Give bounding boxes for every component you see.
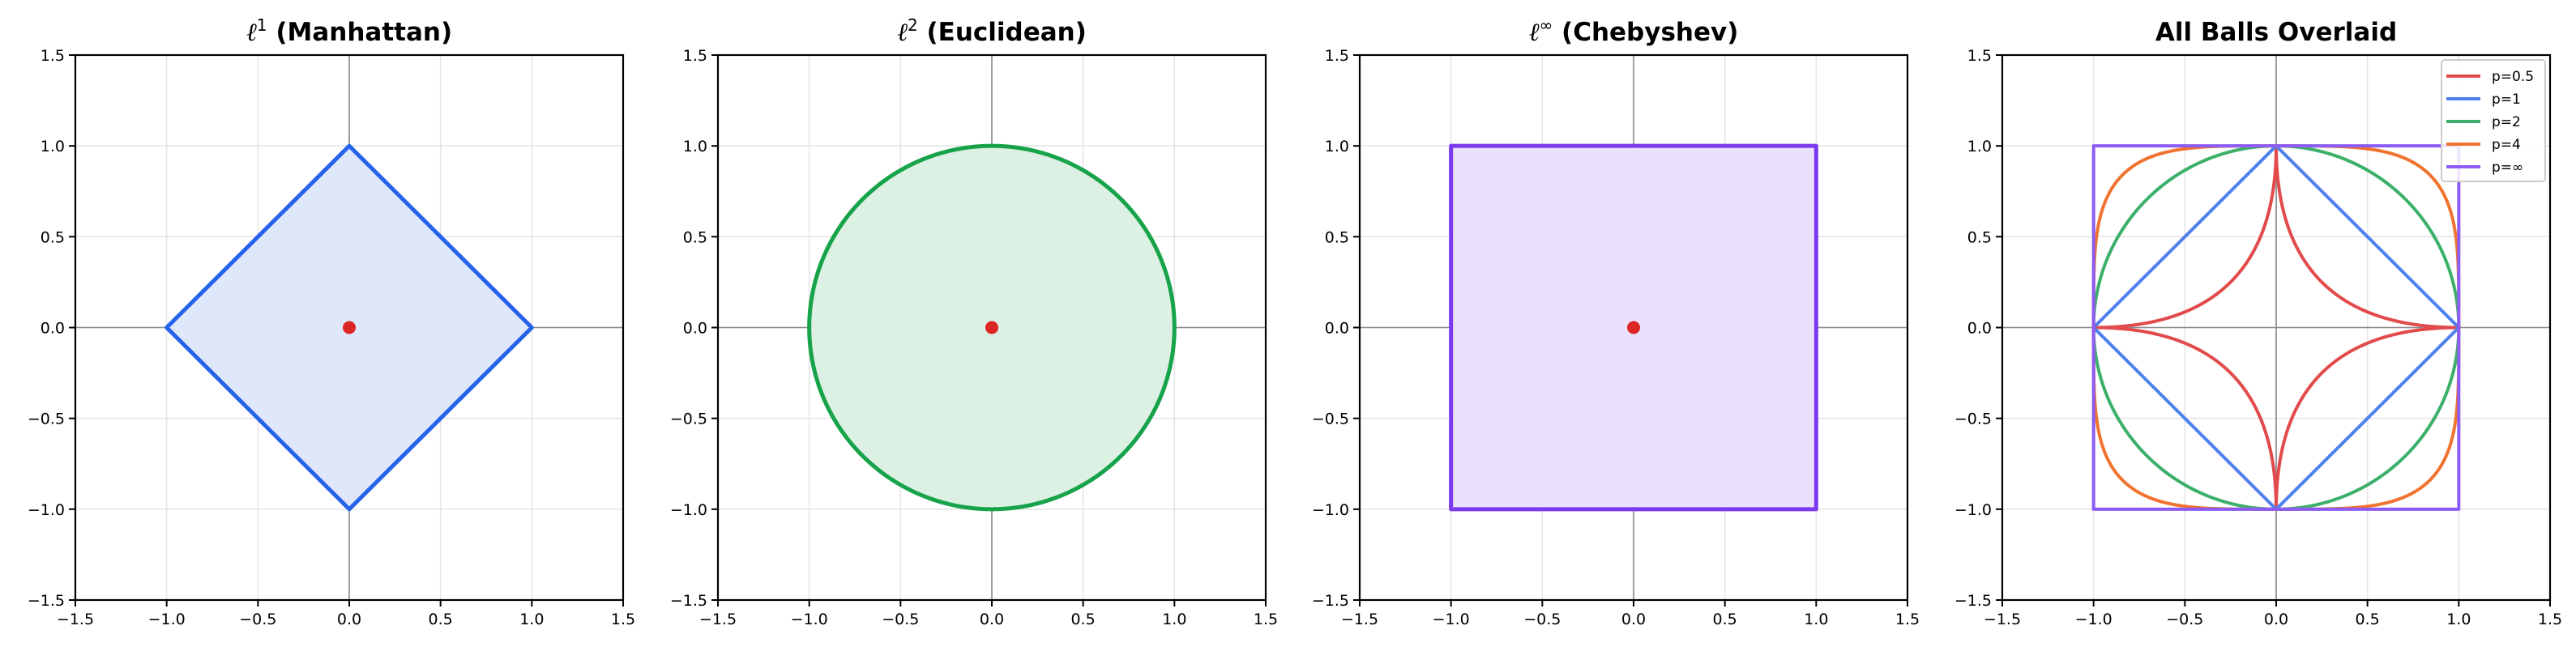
center-point xyxy=(343,321,356,334)
title-text: All Balls Overlaid xyxy=(2155,18,2397,47)
x-tick-label: 0.0 xyxy=(1621,611,1646,628)
x-tick-label: 1.5 xyxy=(611,611,635,628)
y-tick-label: 0.5 xyxy=(1967,228,1992,246)
legend-label: p=4 xyxy=(2492,137,2521,153)
x-tick-label: −0.5 xyxy=(882,611,919,628)
title-superscript: ∞ xyxy=(1540,15,1553,35)
x-tick-label: −1.0 xyxy=(791,611,828,628)
x-tick-label: 1.5 xyxy=(1254,611,1278,628)
x-tick-label: −1.5 xyxy=(699,611,737,628)
x-tick-label: −1.0 xyxy=(2075,611,2112,628)
y-tick-label: −0.5 xyxy=(670,411,707,428)
x-tick-label: 1.0 xyxy=(2446,611,2471,628)
title-text: (Euclidean) xyxy=(918,18,1087,47)
y-tick-label: −0.5 xyxy=(28,411,65,428)
x-tick-label: −0.5 xyxy=(1523,611,1561,628)
x-tick-label: 0.0 xyxy=(337,611,361,628)
y-tick-label: 1.0 xyxy=(1325,138,1349,155)
y-tick-label: 0.5 xyxy=(683,228,707,246)
legend-label: p=0.5 xyxy=(2492,69,2534,85)
center-point xyxy=(1627,321,1640,334)
title-superscript: 1 xyxy=(257,15,267,35)
x-tick-label: −1.0 xyxy=(1433,611,1470,628)
legend: p=0.5 p=1 p=2 p=4 p=∞ xyxy=(2441,59,2546,182)
subplot-1: −1.5−1.5 −1.0 −1.0 −0.5 −0.5 0.0 0.0 0.5 0.5 1.0 1… xyxy=(28,15,635,628)
y-tick-label: 0.0 xyxy=(1967,320,1992,338)
y-tick-label: −1.5 xyxy=(1312,592,1349,610)
title-superscript: 2 xyxy=(908,15,918,35)
y-tick-label: 1.5 xyxy=(1325,47,1349,65)
y-tick-label: 1.5 xyxy=(683,47,707,65)
subplot-2: −1.5−1.5 −1.0 −1.0 −0.5 −0.5 0.0 0.0 0.5 0.5 1.0 1… xyxy=(670,15,1278,628)
x-tick-label: 1.5 xyxy=(2538,611,2562,628)
series-p=∞-line xyxy=(2091,144,2461,511)
title-symbol: ℓ xyxy=(897,18,908,47)
x-tick-label: 0.0 xyxy=(2264,611,2288,628)
subplot-title: ℓ2 (Euclidean) xyxy=(897,15,1087,47)
y-tick-label: 1.0 xyxy=(683,138,707,155)
subplot-title: ℓ1 (Manhattan) xyxy=(246,15,452,47)
subplot-4: −1.5−1.5 −1.0 −1.0 −0.5 −0.5 0.0 0.0 0.5 0.5 1.0 1… xyxy=(1954,18,2562,628)
center-point xyxy=(985,321,998,334)
title-text: (Chebyshev) xyxy=(1553,18,1738,47)
title-symbol: ℓ xyxy=(246,18,257,47)
legend-label: p=1 xyxy=(2492,92,2521,108)
y-tick-label: 1.0 xyxy=(41,138,65,155)
legend-label: p=∞ xyxy=(2492,160,2523,176)
subplot-3: −1.5−1.5 −1.0 −1.0 −0.5 −0.5 0.0 0.0 0.5 0.5 1.0 1… xyxy=(1312,15,1920,628)
y-tick-label: 0.5 xyxy=(1325,228,1349,246)
y-tick-label: 0.0 xyxy=(683,320,707,338)
subplot-title: All Balls Overlaid xyxy=(2155,18,2397,47)
x-tick-label: 1.0 xyxy=(1804,611,1828,628)
x-tick-label: −1.5 xyxy=(57,611,94,628)
y-tick-label: −1.5 xyxy=(1954,592,1992,610)
y-tick-label: 1.5 xyxy=(1967,47,1992,65)
y-tick-label: −1.0 xyxy=(1954,501,1992,519)
y-tick-label: −0.5 xyxy=(1954,411,1992,428)
y-tick-label: 1.5 xyxy=(41,47,65,65)
title-symbol: ℓ xyxy=(1529,18,1540,47)
x-tick-label: −1.5 xyxy=(1984,611,2021,628)
x-tick-label: 0.5 xyxy=(1713,611,1737,628)
x-tick-label: 1.0 xyxy=(519,611,544,628)
y-tick-label: −1.0 xyxy=(28,501,65,519)
y-tick-label: −0.5 xyxy=(1312,411,1349,428)
y-tick-label: −1.5 xyxy=(670,592,707,610)
y-tick-label: 0.5 xyxy=(41,228,65,246)
y-tick-label: 1.0 xyxy=(1967,138,1992,155)
legend-label: p=2 xyxy=(2492,114,2521,130)
legend-box xyxy=(2441,59,2546,182)
x-tick-label: −0.5 xyxy=(239,611,276,628)
x-tick-label: 1.0 xyxy=(1162,611,1186,628)
x-tick-label: 1.5 xyxy=(1895,611,1920,628)
x-tick-label: −0.5 xyxy=(2166,611,2203,628)
x-tick-label: −1.5 xyxy=(1341,611,1378,628)
x-tick-label: 0.0 xyxy=(980,611,1004,628)
y-tick-label: 0.0 xyxy=(41,320,65,338)
x-tick-label: 0.5 xyxy=(2356,611,2380,628)
y-tick-label: −1.0 xyxy=(670,501,707,519)
y-tick-label: −1.0 xyxy=(1312,501,1349,519)
x-tick-label: 0.5 xyxy=(1071,611,1096,628)
subplot-title: ℓ∞ (Chebyshev) xyxy=(1529,15,1739,47)
title-text: (Manhattan) xyxy=(267,18,453,47)
y-tick-label: 0.0 xyxy=(1325,320,1349,338)
x-tick-label: 0.5 xyxy=(429,611,453,628)
x-tick-label: −1.0 xyxy=(148,611,186,628)
y-tick-label: −1.5 xyxy=(28,592,65,610)
